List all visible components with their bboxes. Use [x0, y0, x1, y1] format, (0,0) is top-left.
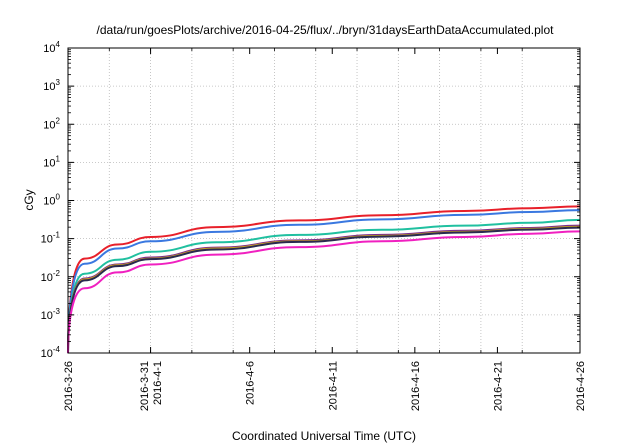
x-tick-label: 2016-4-1	[152, 361, 164, 405]
x-axis-label: Coordinated Universal Time (UTC)	[232, 429, 416, 443]
x-tick-label: 2016-4-26	[575, 361, 587, 411]
grid	[68, 48, 580, 353]
series-line	[67, 205, 581, 354]
y-tick-label: 104	[43, 40, 60, 55]
series-line	[67, 230, 581, 354]
y-tick-label: 10-1	[41, 231, 61, 246]
series-line	[67, 218, 581, 354]
x-tick-label: 2016-4-21	[492, 361, 504, 411]
y-tick-label: 102	[43, 116, 60, 131]
y-tick-label: 103	[43, 78, 60, 93]
y-axis-label: cGy	[22, 189, 36, 210]
y-tick-label: 100	[43, 193, 60, 208]
y-tick-label: 10-3	[41, 307, 61, 322]
y-tick-label: 10-2	[41, 269, 61, 284]
x-tick-label: 2016-3-31	[139, 361, 151, 411]
x-axis: 2016-3-26 2016-3-31 2016-4-1 2016-4-6 2016-4…	[63, 48, 587, 411]
series-line	[67, 224, 581, 354]
x-tick-label: 2016-4-11	[327, 361, 339, 410]
x-tick-label: 2016-4-6	[245, 361, 257, 405]
series-line	[67, 209, 581, 354]
y-tick-label: 101	[43, 154, 60, 169]
series-line	[67, 226, 581, 354]
series-layer	[67, 205, 581, 354]
x-tick-label: 2016-3-26	[63, 361, 75, 411]
y-tick-label: 10-4	[41, 345, 61, 360]
x-tick-label: 2016-4-16	[410, 361, 422, 411]
y-axis: 10-4 10-3 10-2 10-1 100 101 102 103 104	[41, 40, 580, 360]
chart-title: /data/run/goesPlots/archive/2016-04-25/f…	[97, 23, 555, 37]
